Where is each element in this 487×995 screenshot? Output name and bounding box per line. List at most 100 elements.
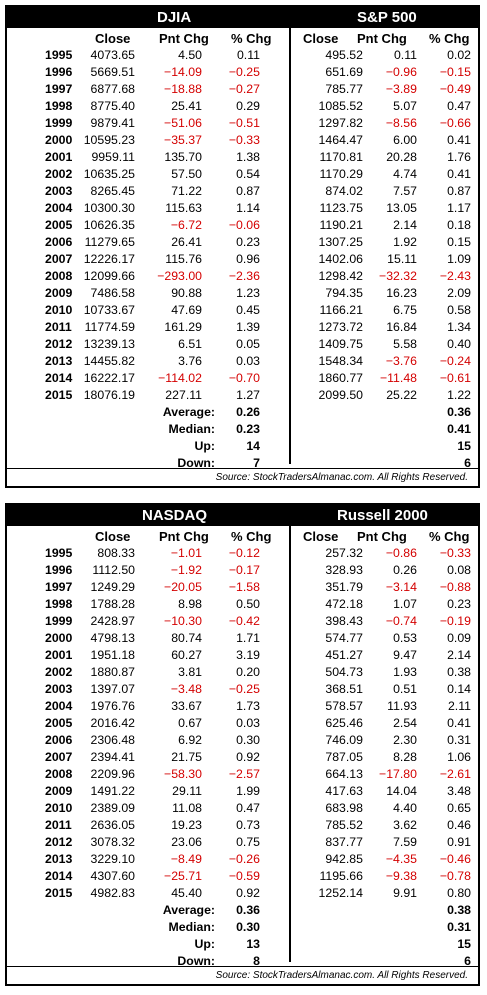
value-cell: 1195.66 xyxy=(319,869,363,883)
table-row: 2000 4798.13 80.74 1.71 574.77 0.53 0.09 xyxy=(7,630,478,647)
value-cell: −114.02 xyxy=(158,371,202,385)
stat-row: Up: 13 15 xyxy=(7,936,478,953)
value-cell: 33.67 xyxy=(171,699,202,713)
table-row: 2015 4982.83 45.40 0.92 1252.14 9.91 0.80 xyxy=(7,885,478,902)
table-row: 1996 1112.50 −1.92 −0.17 328.93 0.26 0.08 xyxy=(7,562,478,579)
value-cell: 16.84 xyxy=(386,320,417,334)
data-rows: 1995 4073.65 4.50 0.11 495.52 0.11 0.02 1996 566… xyxy=(7,47,478,472)
year-cell: 2012 xyxy=(45,835,73,849)
value-cell: 1951.18 xyxy=(90,648,135,662)
table-row: 2004 1976.76 33.67 1.73 578.57 11.93 2.11 xyxy=(7,698,478,715)
table-row: 2012 13239.13 6.51 0.05 1409.75 5.58 0.40 xyxy=(7,336,478,353)
year-cell: 1998 xyxy=(45,99,73,113)
value-cell: 21.75 xyxy=(171,750,202,764)
col-close-left: Close xyxy=(95,31,131,46)
value-cell: 11.93 xyxy=(387,699,417,713)
value-cell: 0.53 xyxy=(393,631,417,645)
value-cell: −8.56 xyxy=(385,116,417,130)
value-cell: −4.35 xyxy=(385,852,417,866)
year-cell: 2010 xyxy=(45,801,73,815)
table-row: 2010 2389.09 11.08 0.47 683.98 4.40 0.65 xyxy=(7,800,478,817)
table-row: 2005 2016.42 0.67 0.03 625.46 2.54 0.41 xyxy=(7,715,478,732)
value-cell: 874.02 xyxy=(325,184,363,198)
value-cell: 328.93 xyxy=(325,563,363,577)
value-cell: −0.49 xyxy=(439,82,471,96)
value-cell: 1.27 xyxy=(236,388,260,402)
value-cell: 1249.29 xyxy=(90,580,135,594)
table-row: 2011 11774.59 161.29 1.39 1273.72 16.84 1.34 xyxy=(7,319,478,336)
value-cell: 578.57 xyxy=(325,699,363,713)
table-row: 2002 1880.87 3.81 0.20 504.73 1.93 0.38 xyxy=(7,664,478,681)
year-cell: 1999 xyxy=(45,614,73,628)
value-cell: 0.41 xyxy=(447,167,471,181)
value-cell: 787.05 xyxy=(325,750,363,764)
value-cell: 13239.13 xyxy=(83,337,135,351)
value-cell: 0.58 xyxy=(447,303,471,317)
year-cell: 2013 xyxy=(45,852,73,866)
col-close-right: Close xyxy=(303,529,339,544)
value-cell: −8.49 xyxy=(170,852,202,866)
value-cell: 1397.07 xyxy=(90,682,135,696)
value-cell: 0.54 xyxy=(236,167,260,181)
year-cell: 2002 xyxy=(45,167,73,181)
value-cell: 80.74 xyxy=(171,631,202,645)
table-row: 1997 1249.29 −20.05 −1.58 351.79 −3.14 −0.88 xyxy=(7,579,478,596)
stat-right-value: 15 xyxy=(457,937,471,951)
value-cell: −2.61 xyxy=(439,767,471,781)
value-cell: 351.79 xyxy=(325,580,363,594)
value-cell: 0.08 xyxy=(447,563,471,577)
value-cell: −0.59 xyxy=(228,869,260,883)
value-cell: 8.28 xyxy=(393,750,417,764)
value-cell: 2428.97 xyxy=(90,614,135,628)
value-cell: −0.26 xyxy=(228,852,260,866)
value-cell: 0.09 xyxy=(447,631,471,645)
year-cell: 2014 xyxy=(45,371,73,385)
value-cell: 1273.72 xyxy=(318,320,363,334)
value-cell: 1170.81 xyxy=(319,150,363,164)
col-pnt-right: Pnt Chg xyxy=(357,529,407,544)
value-cell: 2389.09 xyxy=(90,801,135,815)
value-cell: 4.40 xyxy=(393,801,417,815)
year-cell: 2003 xyxy=(45,184,73,198)
value-cell: 9879.41 xyxy=(90,116,135,130)
value-cell: −0.12 xyxy=(228,546,260,560)
value-cell: 0.14 xyxy=(447,682,471,696)
value-cell: 942.85 xyxy=(325,852,363,866)
value-cell: −51.06 xyxy=(164,116,202,130)
value-cell: 135.70 xyxy=(164,150,202,164)
value-cell: 1166.21 xyxy=(319,303,363,317)
value-cell: 417.63 xyxy=(325,784,363,798)
value-cell: 3.81 xyxy=(178,665,202,679)
value-cell: 0.26 xyxy=(393,563,417,577)
value-cell: 0.96 xyxy=(236,252,260,266)
value-cell: 11774.59 xyxy=(84,320,135,334)
value-cell: 1307.25 xyxy=(318,235,363,249)
column-divider xyxy=(289,526,291,962)
value-cell: 16.23 xyxy=(386,286,417,300)
value-cell: 504.73 xyxy=(325,665,363,679)
value-cell: 2394.41 xyxy=(90,750,135,764)
table-row: 2010 10733.67 47.69 0.45 1166.21 6.75 0.58 xyxy=(7,302,478,319)
stat-right-value: 0.36 xyxy=(447,405,471,419)
value-cell: 785.77 xyxy=(325,82,363,96)
value-cell: 1.73 xyxy=(236,699,260,713)
stat-label: Up: xyxy=(194,439,216,453)
stat-left-value: 0.30 xyxy=(236,920,260,934)
table-row: 2003 8265.45 71.22 0.87 874.02 7.57 0.87 xyxy=(7,183,478,200)
stat-row: Down: 7 6 xyxy=(7,455,478,472)
value-cell: 161.29 xyxy=(164,320,202,334)
value-cell: 1788.28 xyxy=(90,597,135,611)
value-cell: −2.57 xyxy=(228,767,260,781)
value-cell: −18.88 xyxy=(164,82,202,96)
value-cell: 4307.60 xyxy=(90,869,135,883)
value-cell: 10635.25 xyxy=(83,167,135,181)
value-cell: 1.71 xyxy=(236,631,260,645)
value-cell: 0.92 xyxy=(236,750,260,764)
year-cell: 2015 xyxy=(45,388,73,402)
value-cell: 25.22 xyxy=(386,388,417,402)
col-pct-right: % Chg xyxy=(429,31,470,46)
value-cell: 0.20 xyxy=(236,665,260,679)
source-note: Source: StockTradersAlmanac.com. All Rig… xyxy=(7,468,478,486)
value-cell: 1880.87 xyxy=(90,665,135,679)
value-cell: −0.86 xyxy=(385,546,417,560)
